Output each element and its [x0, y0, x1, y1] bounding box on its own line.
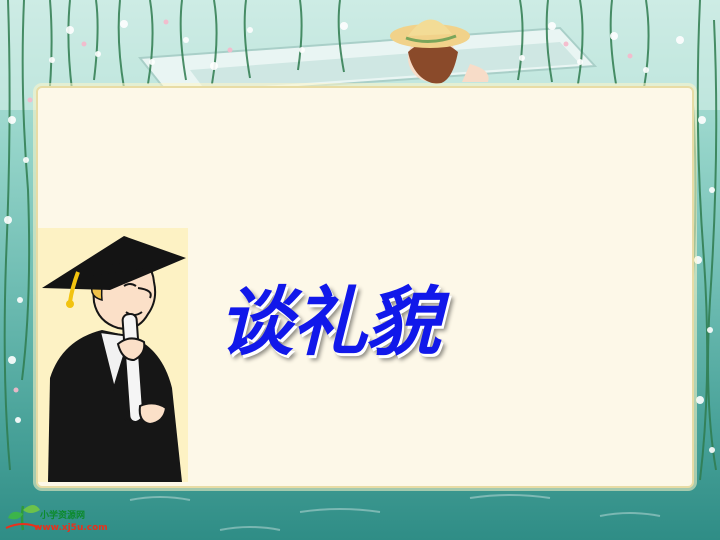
- watermark-site-name: 小学资源网: [40, 511, 86, 521]
- graduate-with-diploma-icon: [38, 228, 188, 482]
- slide-title: 谈礼貌: [218, 278, 441, 366]
- watermark-url[interactable]: www.xj5u.com: [34, 523, 108, 533]
- water-ripples: [129, 494, 661, 531]
- sprout-logo-icon: [5, 505, 41, 531]
- boat-girl-illustration: [138, 19, 598, 98]
- blossoms: [4, 20, 715, 453]
- watermark: 小学资源网 www.xj5u.com: [4, 492, 116, 536]
